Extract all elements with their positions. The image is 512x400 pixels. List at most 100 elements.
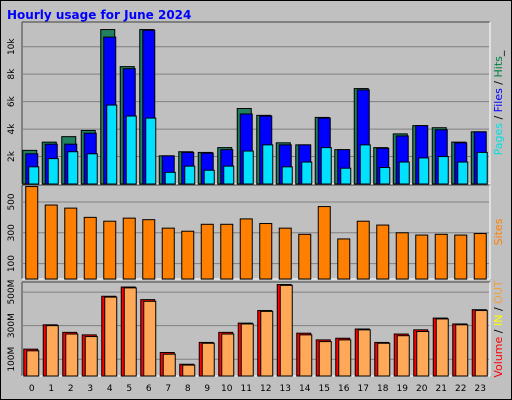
bar-out-19 [396,335,410,377]
legend-entry: Hits [492,56,505,78]
legend-entry: IN [492,315,505,326]
bar-sites-14 [298,233,312,280]
y-tick-label: 100 [7,255,17,272]
panel-sites: 100 300 500 Sites [7,184,505,280]
chart-title: Hourly usage for June 2024 [7,8,192,22]
bar-pages-3 [86,153,98,185]
panel-background [22,282,490,376]
legend-entry: / [492,112,505,123]
bar-pages-12 [262,144,274,185]
x-tick-label: 16 [338,384,350,394]
y-tick-label: 4k [7,123,17,135]
legend-entry: Files [492,88,505,112]
bar-pages-21 [437,156,449,185]
bar-pages-4 [106,104,118,185]
bar-pages-1 [47,158,59,185]
legend-entry: Sites [492,218,505,245]
bar-sites-12 [259,223,273,280]
bar-out-14 [299,334,313,377]
bar-pages-20 [418,157,430,185]
bar-sites-6 [142,219,156,280]
bar-sites-17 [356,220,370,280]
bar-sites-23 [473,233,487,280]
x-tick-label: 1 [48,384,54,394]
x-tick-label: 23 [475,384,486,394]
bar-out-5 [123,287,137,377]
y-tick-label: 10k [7,38,17,55]
y-tick-label: 300M [7,313,17,338]
y-tick-label: 6k [7,95,17,107]
bar-pages-14 [301,161,313,185]
x-tick-label: 9 [204,384,210,394]
legend-entry: / [492,326,505,337]
bar-out-10 [221,333,235,377]
bar-pages-13 [281,166,293,185]
legend-entry: / [492,77,505,88]
bar-sites-7 [161,227,175,280]
bar-out-22 [455,324,469,377]
panel-volume: 100M 300M 500M Volume / IN / OUT [7,280,505,378]
bar-pages-23 [476,151,488,185]
bar-pages-9 [203,169,215,185]
x-tick-label: 15 [319,384,330,394]
bar-pages-15 [320,147,332,185]
bar-pages-16 [340,167,352,185]
legend-requests: Pages / Files / Hits_ [492,50,505,155]
bar-pages-19 [398,161,410,185]
bar-pages-17 [359,144,371,185]
bar-out-3 [84,336,98,377]
x-tick-label: 22 [455,384,466,394]
y-tick-label: 8k [7,68,17,80]
bar-sites-16 [337,238,351,280]
legend-entry: Volume [492,336,505,377]
y-tick-label: 2k [7,150,17,162]
bar-out-16 [338,339,352,377]
x-tick-label: 6 [146,384,152,394]
x-tick-label: 21 [436,384,447,394]
bar-out-15 [318,341,332,377]
x-tick-label: 7 [165,384,171,394]
bar-pages-6 [145,117,157,185]
x-tick-label: 2 [68,384,74,394]
bar-sites-5 [122,217,136,280]
bar-sites-3 [83,216,97,280]
bar-sites-8 [181,230,195,280]
bar-sites-2 [64,207,78,280]
legend-entry: OUT [492,280,505,304]
bar-sites-11 [239,218,253,280]
bar-out-8 [182,364,196,377]
bar-out-12 [260,310,274,377]
bar-pages-11 [242,150,254,185]
bar-out-13 [279,284,293,377]
bar-out-4 [104,296,118,377]
bar-sites-1 [44,204,58,280]
x-tick-label: 13 [280,384,291,394]
x-tick-label: 19 [397,384,409,394]
bar-out-11 [240,323,254,377]
y-tick-label: 100M [7,347,17,372]
bar-sites-10 [220,223,234,280]
x-tick-label: 11 [241,384,252,394]
bar-sites-13 [278,227,292,280]
bar-sites-19 [395,232,409,280]
y-tick-label: 500 [7,193,17,210]
bar-out-20 [416,331,430,377]
bar-pages-5 [125,115,137,185]
bar-sites-9 [200,223,214,280]
bar-pages-22 [457,161,469,185]
bar-out-17 [357,329,371,377]
bar-out-18 [377,342,391,377]
x-tick-label: 8 [185,384,191,394]
bar-pages-2 [67,151,79,185]
x-tick-label: 4 [107,384,113,394]
bar-pages-7 [164,171,176,185]
legend-entry: / [492,304,505,315]
bar-pages-10 [223,165,235,185]
x-tick-label: 3 [87,384,93,394]
bar-out-7 [162,353,176,377]
x-tick-label: 12 [260,384,271,394]
x-tick-label: 0 [29,384,35,394]
bar-sites-15 [317,206,331,280]
bar-out-23 [474,310,488,377]
